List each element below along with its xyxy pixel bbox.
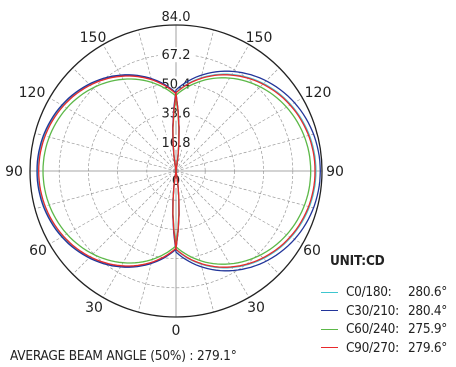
angle-label-60-left: 60 bbox=[29, 243, 47, 259]
legend-item: C60/240: 275.9° bbox=[321, 320, 447, 338]
intensity-curves bbox=[36, 70, 321, 272]
radial-label-bg bbox=[158, 47, 194, 63]
radial-tick-label: 0 bbox=[172, 174, 180, 189]
angle-label-30-left: 30 bbox=[85, 300, 103, 316]
angle-label-150-left: 150 bbox=[80, 30, 107, 46]
grid-spoke bbox=[175, 170, 303, 245]
legend-item: C0/180: 280.6° bbox=[321, 283, 447, 301]
angle-label-120-left: 120 bbox=[19, 85, 46, 101]
grid-spoke bbox=[175, 170, 318, 210]
grid-spoke bbox=[175, 44, 250, 172]
series-curve-left bbox=[36, 74, 180, 268]
series-curve-left bbox=[38, 75, 180, 267]
unit-label: UNIT:CD bbox=[330, 253, 385, 269]
average-beam-angle: AVERAGE BEAM ANGLE (50%) : 279.1° bbox=[10, 348, 237, 364]
legend-item: C30/210: 280.4° bbox=[321, 302, 447, 320]
legend-series-name: C30/210: bbox=[346, 302, 399, 319]
legend-item: C90/270: 279.6° bbox=[321, 339, 447, 357]
legend-beam-angle: 279.6° bbox=[408, 339, 448, 356]
grid-spoke bbox=[175, 97, 303, 172]
legend-series-name: C0/180: bbox=[346, 284, 392, 300]
grid-spoke bbox=[137, 170, 177, 313]
grid-spoke bbox=[175, 132, 318, 172]
grid-spoke bbox=[34, 170, 177, 210]
angle-label-30-right: 30 bbox=[247, 300, 265, 316]
radial-label-bg bbox=[171, 173, 181, 188]
angle-label-60-right: 60 bbox=[303, 243, 321, 259]
angle-tick-labels: 180 150 150 120 120 90 90 60 60 30 30 0 bbox=[5, 30, 344, 339]
grid-spoke bbox=[175, 170, 215, 313]
radial-label-bg bbox=[158, 105, 194, 121]
series-curve-right bbox=[172, 70, 321, 272]
grid-spoke bbox=[102, 170, 177, 298]
legend-beam-angle: 275.9° bbox=[408, 321, 448, 337]
grid-spoke bbox=[175, 170, 280, 275]
legend-swatch bbox=[321, 291, 338, 293]
series-curve-right bbox=[172, 74, 316, 268]
angle-label-90-left: 90 bbox=[5, 164, 23, 180]
angle-label-120-right: 120 bbox=[305, 85, 332, 101]
angle-label-90-right: 90 bbox=[326, 164, 344, 180]
grid-spoke bbox=[175, 67, 280, 172]
series-curve-right bbox=[172, 77, 312, 265]
legend-swatch bbox=[321, 328, 338, 330]
grid-spoke bbox=[175, 29, 215, 172]
legend-beam-angle: 280.4° bbox=[408, 302, 448, 319]
grid-spoke bbox=[34, 132, 177, 172]
legend-swatch bbox=[321, 347, 338, 348]
radial-tick-label: 16.8 bbox=[162, 136, 191, 151]
radial-tick-label: 67.2 bbox=[162, 48, 191, 63]
grid-spoke bbox=[102, 44, 177, 172]
grid-spoke bbox=[49, 170, 177, 245]
grid-spoke bbox=[49, 97, 177, 172]
series-curve-left bbox=[42, 78, 180, 264]
angle-label-150-right: 150 bbox=[246, 30, 273, 46]
grid-spoke bbox=[137, 29, 177, 172]
legend-beam-angle: 280.6° bbox=[408, 284, 448, 300]
radial-label-bg bbox=[158, 9, 194, 24]
radial-label-bg bbox=[158, 134, 194, 150]
radial-tick-label: 33.6 bbox=[162, 107, 191, 122]
angle-label-bottom: 0 bbox=[172, 323, 181, 339]
outer-ring bbox=[29, 24, 323, 318]
grid-spoke bbox=[175, 170, 250, 298]
radial-tick-label: 84.0 bbox=[162, 10, 191, 25]
legend-swatch bbox=[321, 310, 338, 311]
legend-series-name: C60/240: bbox=[346, 321, 399, 337]
legend-series-name: C90/270: bbox=[346, 339, 399, 356]
